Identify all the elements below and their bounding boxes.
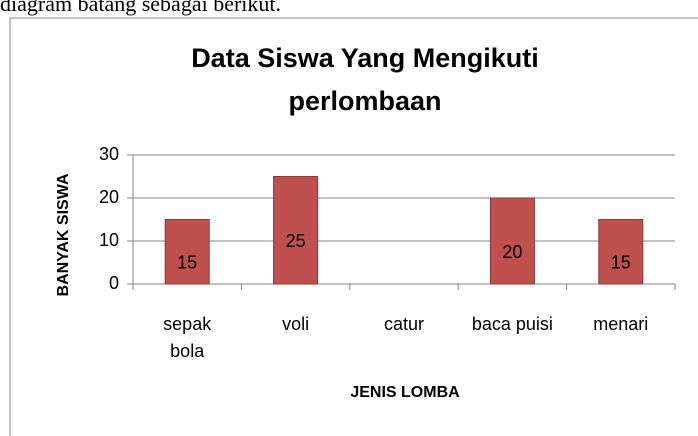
x-tick-label: baca puisi [472,314,553,334]
data-label: 20 [502,242,522,262]
data-label: 25 [286,231,306,251]
x-tick-label: voli [282,314,309,334]
y-tick-label: 30 [99,144,119,164]
chart-frame [9,17,698,436]
chart-title: Data Siswa Yang Mengikuti perlombaan [191,43,539,116]
x-axis-title: JENIS LOMBA [350,384,460,401]
bar [273,176,319,285]
data-label: 15 [611,253,631,273]
bar [164,219,210,285]
y-tick-label: 10 [99,230,119,250]
y-tick-label: 0 [109,273,119,293]
x-tick-label: catur [384,314,424,334]
bar [489,197,535,285]
y-axis-title: BANYAK SISWA [55,173,72,296]
data-label: 15 [177,253,197,273]
bar [598,219,644,285]
y-tick-label: 20 [99,187,119,207]
x-tick-label: menari [593,314,648,334]
x-tick-label: sepak bola [163,314,212,361]
document-text: diagram batang sebagai berikut. [0,0,281,16]
